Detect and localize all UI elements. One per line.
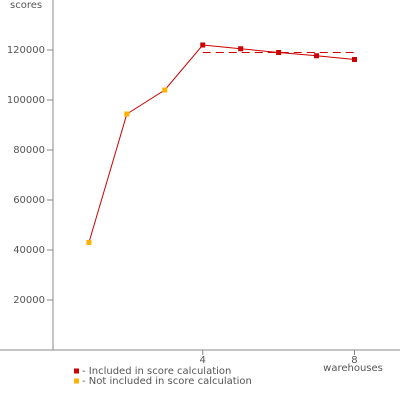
y-tick-label: 20000: [13, 295, 45, 306]
data-point: [276, 50, 282, 55]
y-tick-label: 40000: [13, 245, 45, 256]
y-tick-label: 100000: [7, 95, 45, 106]
x-tick-label: 4: [200, 355, 206, 366]
legend-marker: [74, 368, 79, 374]
legend-label: - Included in score calculation: [82, 366, 231, 377]
y-axis-label: scores: [10, 0, 42, 11]
data-point: [314, 53, 320, 59]
score-line: [88, 44, 355, 243]
data-point: [351, 57, 357, 62]
y-tick-label: 120000: [7, 45, 45, 56]
data-point: [124, 111, 130, 117]
legend-marker: [74, 378, 79, 384]
data-point: [86, 240, 92, 245]
x-axis-label: warehouses: [323, 363, 383, 374]
data-point: [238, 46, 244, 52]
y-tick-label: 80000: [13, 145, 45, 156]
data-point: [200, 42, 206, 48]
x-tick-label: 8: [351, 355, 357, 366]
legend-label: - Not included in score calculation: [82, 376, 252, 387]
y-tick-label: 60000: [13, 195, 45, 206]
data-point: [162, 87, 168, 93]
